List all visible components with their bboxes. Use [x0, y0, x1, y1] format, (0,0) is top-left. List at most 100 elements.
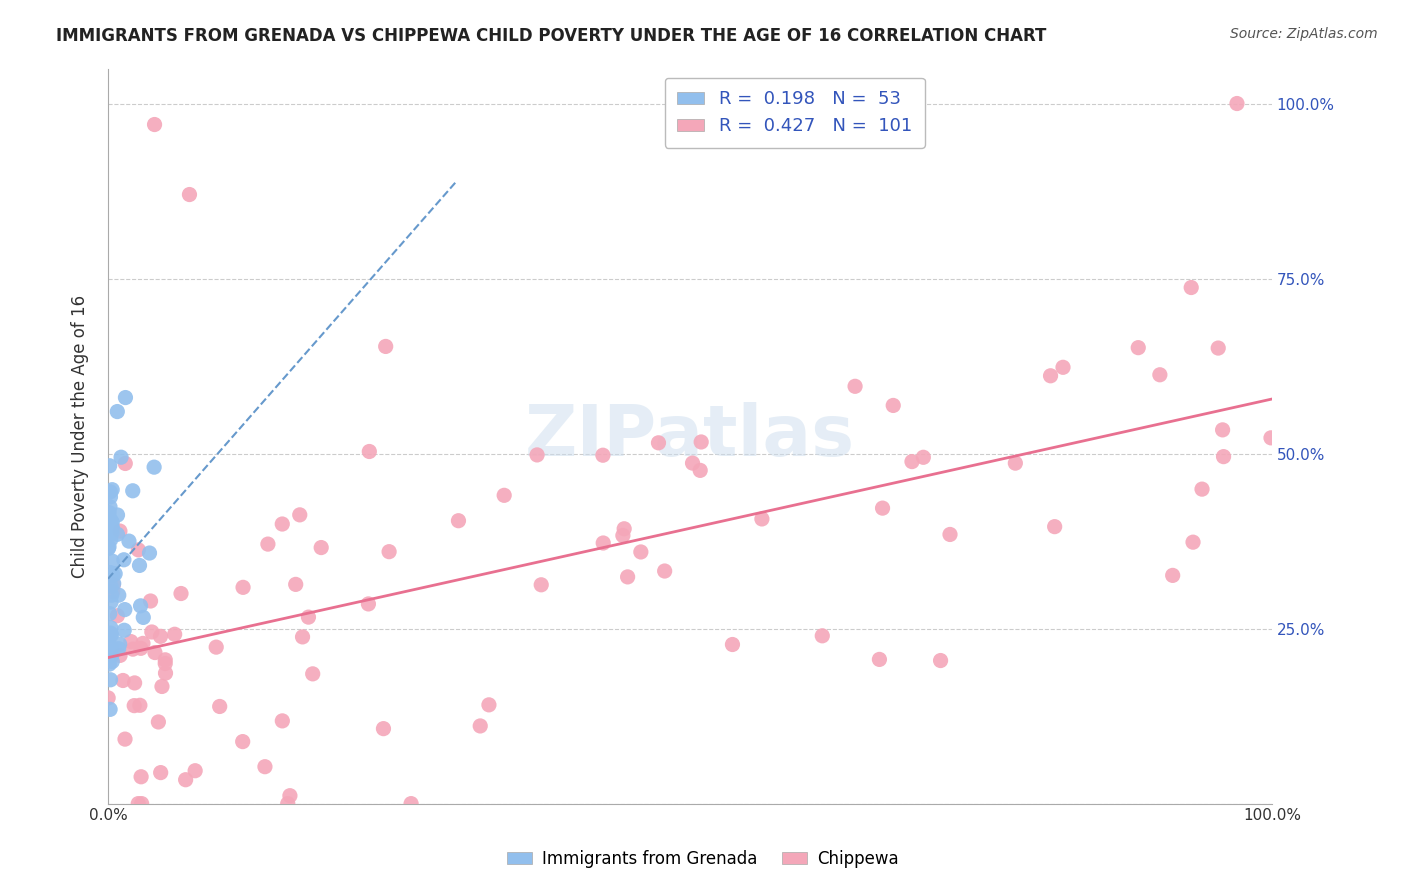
- Point: [155, 666, 177, 681]
- Point: [127, 797, 149, 811]
- Point: [179, 187, 201, 202]
- Point: [912, 450, 935, 465]
- Point: [100, 628, 122, 642]
- Point: [128, 558, 150, 573]
- Point: [101, 554, 124, 568]
- Point: [170, 586, 193, 600]
- Point: [98, 484, 121, 499]
- Point: [100, 627, 122, 641]
- Point: [616, 570, 638, 584]
- Point: [592, 536, 614, 550]
- Point: [939, 527, 962, 541]
- Point: [100, 588, 122, 602]
- Point: [612, 528, 634, 542]
- Point: [98, 506, 121, 520]
- Point: [127, 542, 149, 557]
- Point: [1052, 360, 1074, 375]
- Point: [100, 490, 122, 504]
- Point: [101, 568, 124, 582]
- Point: [357, 597, 380, 611]
- Point: [205, 640, 228, 654]
- Point: [98, 526, 121, 541]
- Point: [232, 580, 254, 594]
- Point: [108, 648, 131, 663]
- Point: [373, 722, 395, 736]
- Legend: Immigrants from Grenada, Chippewa: Immigrants from Grenada, Chippewa: [501, 844, 905, 875]
- Text: ZIPatlas: ZIPatlas: [524, 401, 855, 471]
- Point: [1039, 368, 1062, 383]
- Point: [100, 512, 122, 526]
- Point: [901, 454, 924, 468]
- Point: [208, 699, 231, 714]
- Point: [277, 797, 299, 811]
- Point: [118, 534, 141, 549]
- Point: [163, 627, 186, 641]
- Point: [122, 698, 145, 713]
- Point: [271, 714, 294, 728]
- Legend: R =  0.198   N =  53, R =  0.427   N =  101: R = 0.198 N = 53, R = 0.427 N = 101: [665, 78, 925, 148]
- Point: [1182, 535, 1205, 549]
- Point: [494, 488, 516, 502]
- Point: [592, 448, 614, 462]
- Point: [107, 527, 129, 541]
- Point: [139, 594, 162, 608]
- Point: [98, 566, 121, 580]
- Point: [100, 640, 122, 654]
- Point: [97, 632, 120, 647]
- Point: [97, 690, 120, 705]
- Point: [101, 525, 124, 540]
- Point: [291, 630, 314, 644]
- Point: [309, 541, 332, 555]
- Point: [108, 637, 131, 651]
- Point: [124, 676, 146, 690]
- Point: [155, 653, 177, 667]
- Point: [121, 483, 143, 498]
- Point: [100, 648, 122, 663]
- Point: [97, 541, 120, 556]
- Point: [1149, 368, 1171, 382]
- Y-axis label: Child Poverty Under the Age of 16: Child Poverty Under the Age of 16: [72, 294, 89, 578]
- Point: [98, 540, 121, 554]
- Point: [184, 764, 207, 778]
- Point: [148, 714, 170, 729]
- Point: [98, 607, 121, 621]
- Point: [100, 595, 122, 609]
- Text: Source: ZipAtlas.com: Source: ZipAtlas.com: [1230, 27, 1378, 41]
- Point: [1128, 341, 1150, 355]
- Point: [288, 508, 311, 522]
- Point: [868, 652, 890, 666]
- Point: [107, 641, 129, 656]
- Point: [526, 448, 548, 462]
- Point: [112, 624, 135, 638]
- Point: [143, 646, 166, 660]
- Point: [811, 629, 834, 643]
- Point: [882, 399, 904, 413]
- Point: [690, 434, 713, 449]
- Point: [105, 404, 128, 418]
- Point: [108, 524, 131, 538]
- Point: [654, 564, 676, 578]
- Point: [478, 698, 501, 712]
- Point: [105, 608, 128, 623]
- Point: [101, 585, 124, 599]
- Point: [98, 458, 121, 473]
- Point: [107, 508, 129, 522]
- Point: [1212, 423, 1234, 437]
- Point: [122, 642, 145, 657]
- Point: [1004, 456, 1026, 470]
- Point: [613, 522, 636, 536]
- Point: [378, 544, 401, 558]
- Point: [374, 339, 396, 353]
- Point: [101, 655, 124, 669]
- Point: [399, 797, 422, 811]
- Point: [271, 516, 294, 531]
- Point: [278, 789, 301, 803]
- Point: [110, 450, 132, 465]
- Point: [155, 657, 177, 671]
- Point: [359, 444, 381, 458]
- Point: [174, 772, 197, 787]
- Point: [682, 456, 704, 470]
- Point: [149, 629, 172, 643]
- Point: [284, 577, 307, 591]
- Point: [98, 657, 121, 672]
